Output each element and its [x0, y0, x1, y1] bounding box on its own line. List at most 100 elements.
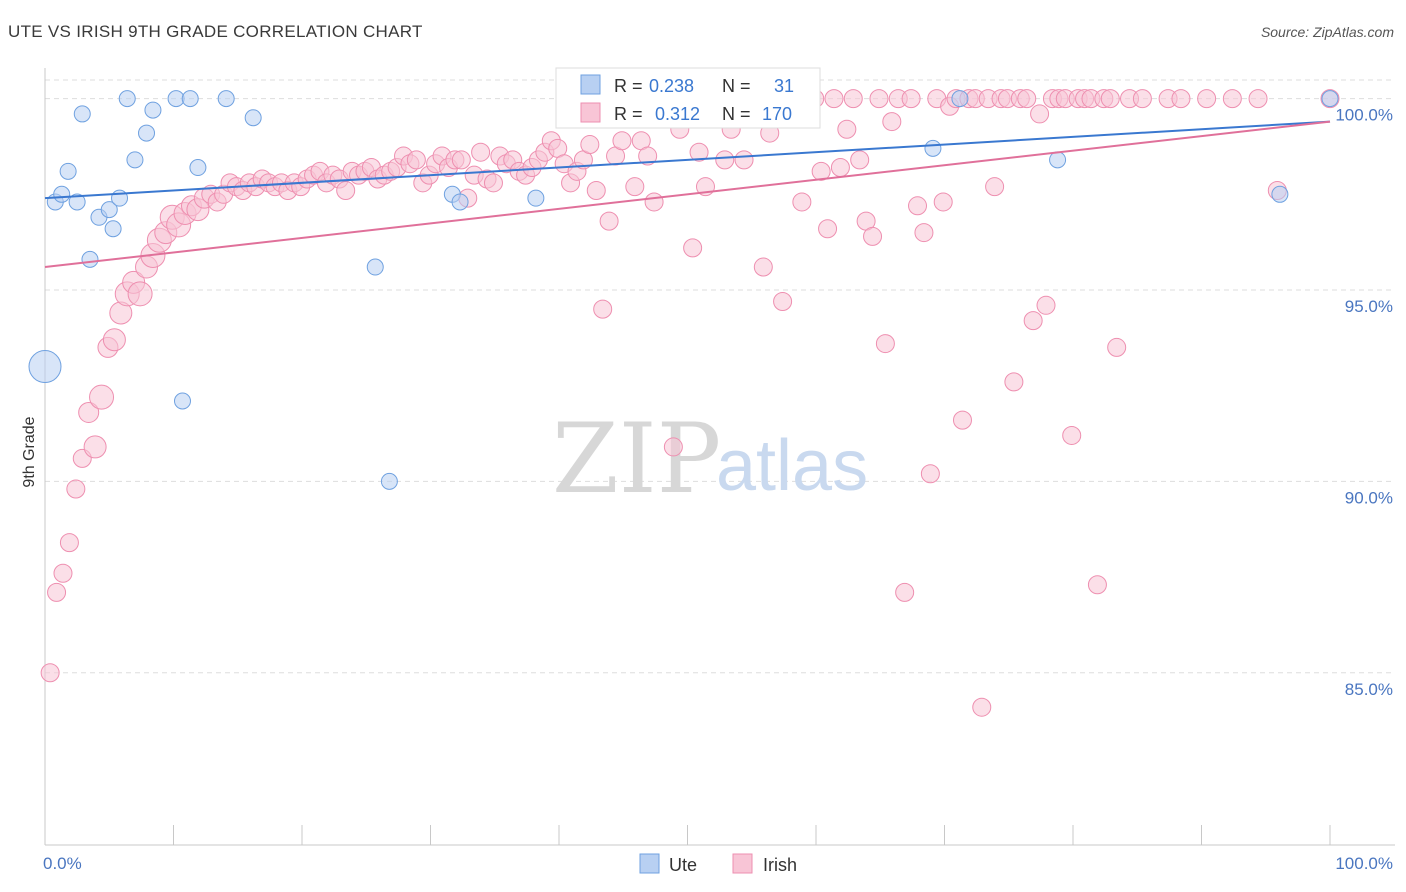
y-tick-label: 100.0%: [1335, 106, 1393, 125]
ute-point: [144, 101, 162, 119]
ute-point: [451, 193, 469, 211]
irish-point: [863, 226, 883, 246]
irish-point: [985, 177, 1005, 197]
irish-point: [837, 119, 857, 139]
irish-point: [683, 238, 703, 258]
series-legend: Ute Irish: [639, 853, 797, 875]
ute-point: [244, 109, 262, 127]
irish-point: [901, 89, 921, 109]
irish-point: [715, 150, 735, 170]
ute-point: [126, 151, 144, 169]
irish-point: [47, 582, 67, 602]
irish-point: [406, 150, 426, 170]
ute-point: [217, 90, 235, 108]
ute-point: [181, 90, 199, 108]
legend-bottom-irish-label: Irish: [763, 855, 797, 875]
y-tick-label: 90.0%: [1345, 488, 1393, 507]
y-tick-label: 95.0%: [1345, 297, 1393, 316]
ute-point: [951, 90, 969, 108]
ute-point: [380, 472, 398, 490]
irish-point: [818, 219, 838, 239]
irish-point: [1132, 89, 1152, 109]
ute-point: [1271, 185, 1289, 203]
irish-point: [644, 192, 664, 212]
ute-point: [138, 124, 156, 142]
legend-irish-r-value: 0.312: [655, 104, 700, 124]
legend-irish-n-label: N =: [722, 104, 751, 124]
irish-point: [1171, 89, 1191, 109]
ute-point: [1049, 151, 1067, 169]
irish-point: [882, 112, 902, 132]
irish-point: [451, 150, 471, 170]
ute-point: [924, 139, 942, 157]
x-tick-label: 100.0%: [1335, 854, 1393, 873]
ute-point: [118, 90, 136, 108]
legend-ute-n-label: N =: [722, 76, 751, 96]
irish-point: [1107, 337, 1127, 357]
irish-point: [792, 192, 812, 212]
irish-point: [580, 135, 600, 155]
irish-point: [1248, 89, 1268, 109]
y-axis-title: 9th Grade: [21, 416, 38, 487]
irish-trend-line: [44, 120, 1331, 269]
irish-point: [638, 146, 658, 166]
irish-point: [1004, 372, 1024, 392]
legend-ute-r-label: R =: [614, 76, 643, 96]
source-label: Source: ZipAtlas.com: [1260, 24, 1394, 40]
irish-point: [734, 150, 754, 170]
irish-point: [78, 401, 100, 423]
legend-bottom-ute-swatch: [639, 853, 660, 874]
irish-point: [753, 257, 773, 277]
irish-point: [933, 192, 953, 212]
irish-point: [830, 158, 850, 178]
irish-point: [689, 142, 709, 162]
y-tick-labels: 85.0% 90.0% 95.0% 100.0%: [1335, 106, 1393, 699]
irish-point: [66, 479, 86, 499]
ute-point: [167, 90, 185, 108]
irish-point: [843, 89, 863, 109]
irish-point: [773, 291, 793, 311]
irish-point: [1017, 89, 1037, 109]
irish-point: [1222, 89, 1242, 109]
ute-point: [527, 189, 545, 207]
y-tick-label: 85.0%: [1345, 680, 1393, 699]
legend-irish-swatch: [580, 102, 601, 123]
irish-point: [952, 410, 972, 430]
irish-point: [625, 177, 645, 197]
trend-lines: [44, 120, 1331, 269]
irish-point: [972, 697, 992, 717]
watermark-atlas: atlas: [716, 426, 868, 506]
ute-point: [81, 250, 99, 268]
irish-point: [40, 663, 60, 683]
irish-point: [663, 437, 683, 457]
irish-point: [1100, 89, 1120, 109]
irish-point: [908, 196, 928, 216]
irish-point: [336, 180, 356, 200]
ute-series: [28, 90, 1339, 490]
ute-point: [366, 258, 384, 276]
irish-point: [1062, 425, 1082, 445]
irish-point: [850, 150, 870, 170]
irish-point: [875, 334, 895, 354]
irish-point: [127, 281, 153, 307]
ute-point: [1321, 90, 1339, 108]
correlation-legend: R = 0.238 N = 31 R = 0.312 N = 170: [555, 67, 821, 129]
legend-irish-n-value: 170: [762, 104, 792, 124]
legend-ute-n-value: 31: [774, 76, 794, 96]
ute-point: [28, 350, 62, 384]
ute-point: [68, 193, 86, 211]
irish-point: [102, 328, 126, 352]
irish-point: [586, 180, 606, 200]
irish-point: [824, 89, 844, 109]
irish-point: [1023, 311, 1043, 331]
legend-bottom-ute-label: Ute: [669, 855, 697, 875]
irish-point: [593, 299, 613, 319]
irish-point: [599, 211, 619, 231]
irish-point: [869, 89, 889, 109]
legend-bottom-irish-swatch: [732, 853, 753, 874]
irish-point: [920, 464, 940, 484]
ute-point: [189, 159, 207, 177]
irish-point: [895, 582, 915, 602]
irish-point: [1030, 104, 1050, 124]
grid-lines: [45, 79, 1395, 674]
